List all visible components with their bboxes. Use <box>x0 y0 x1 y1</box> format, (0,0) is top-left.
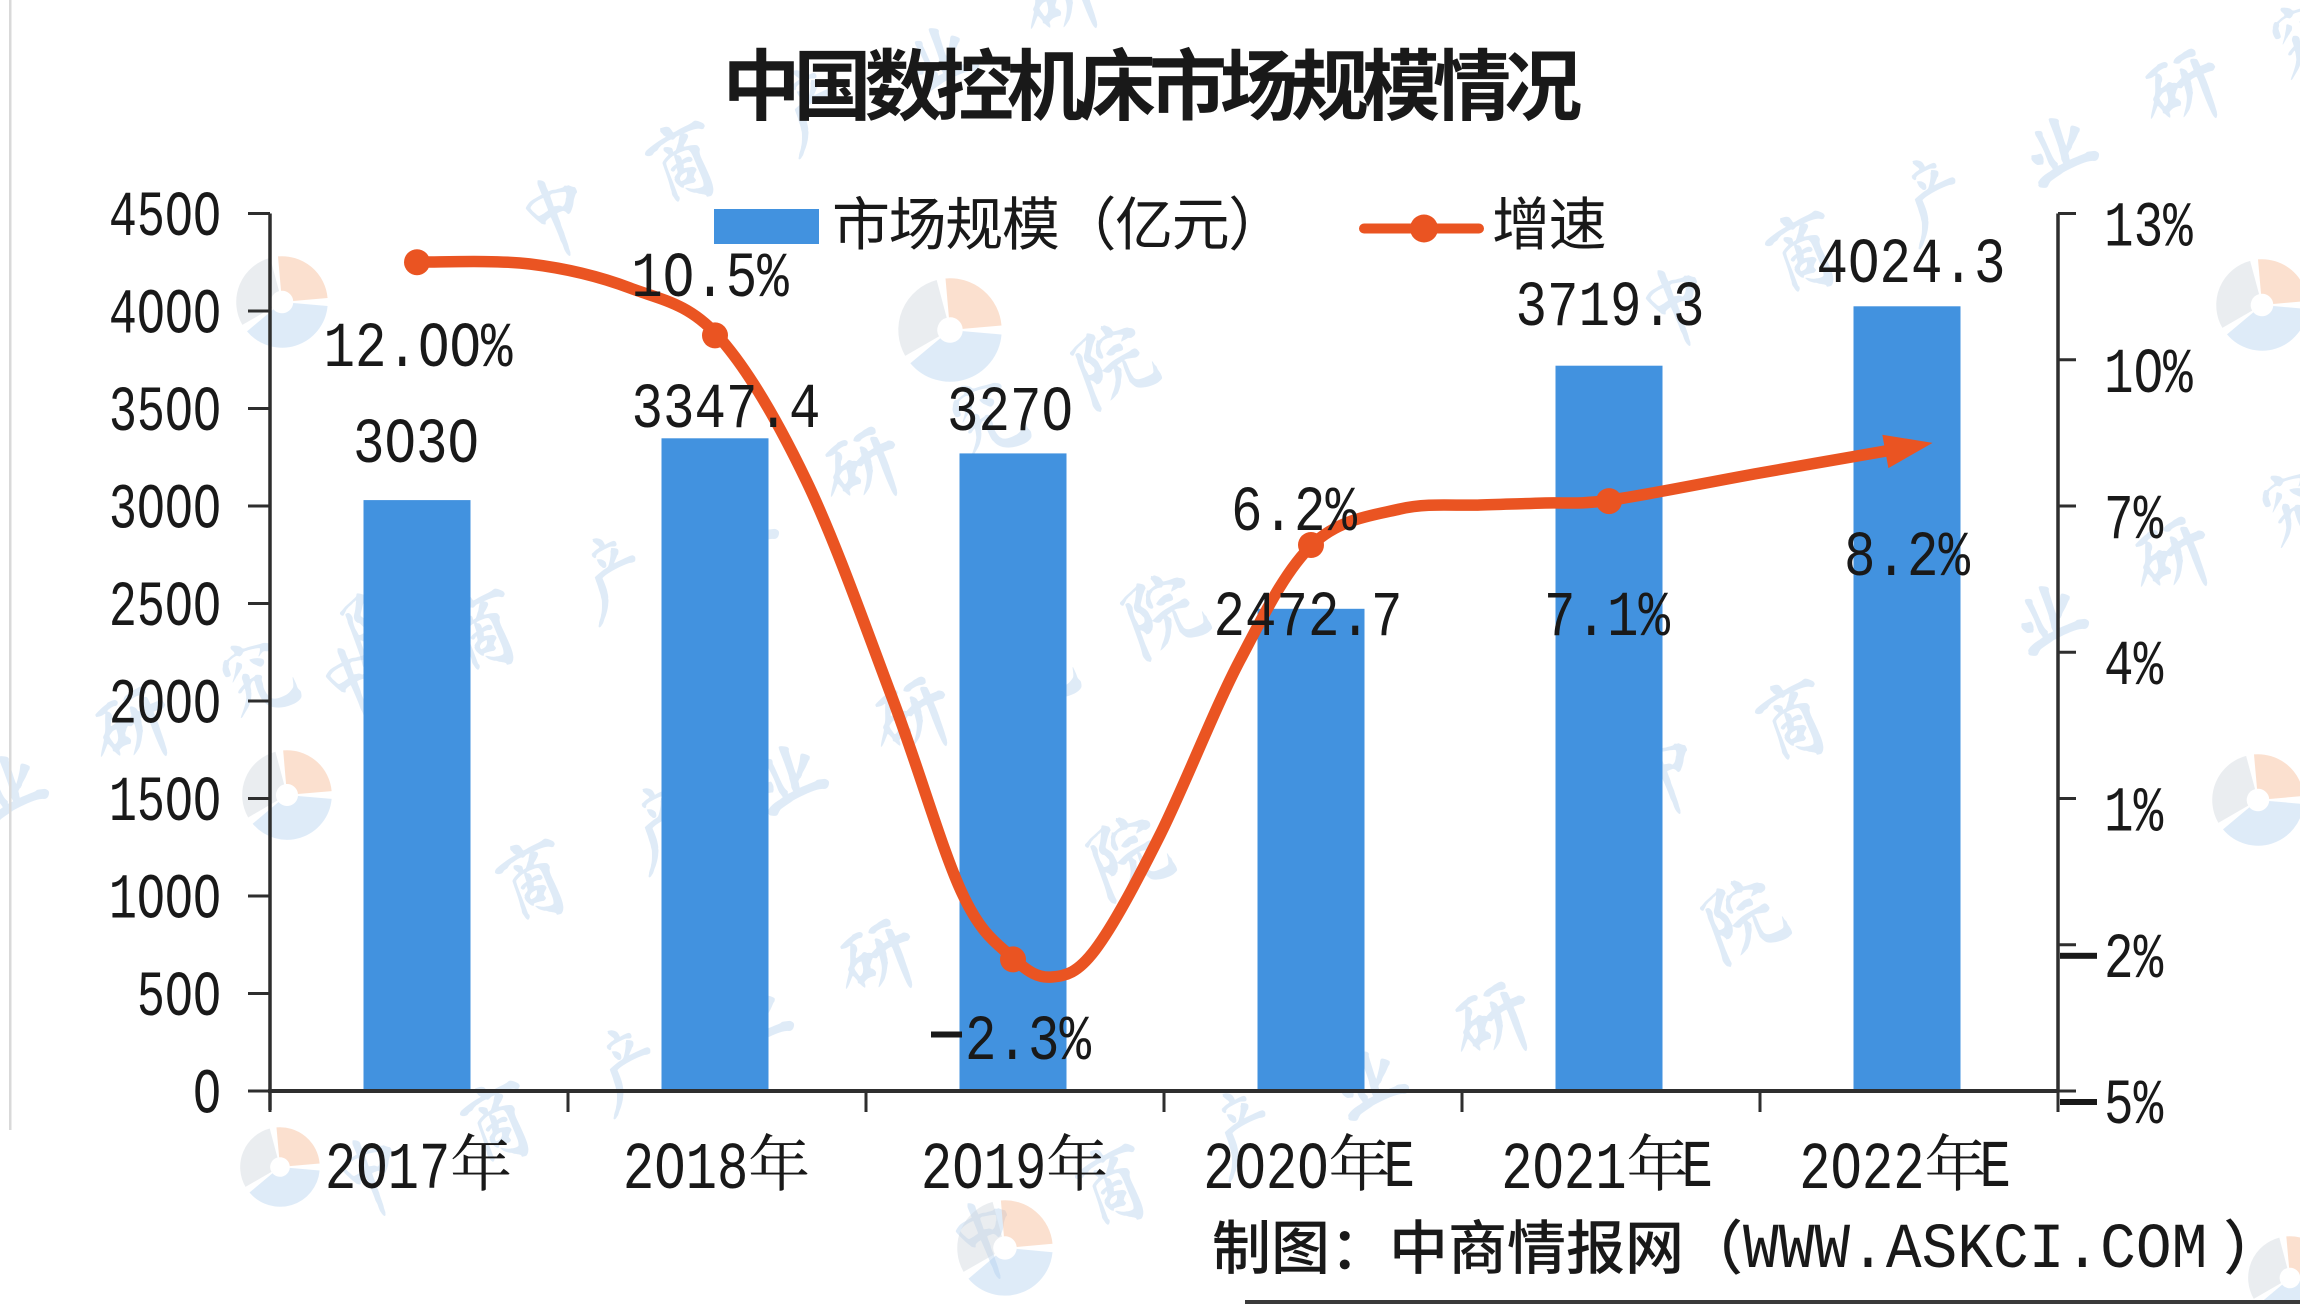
svg-text:4O24.3: 4O24.3 <box>1817 228 2006 301</box>
svg-text:25OO: 25OO <box>109 571 221 644</box>
svg-text:2O22: 2O22 <box>1799 1133 1924 1209</box>
svg-text:7.1%: 7.1% <box>1544 581 1671 654</box>
svg-text:2OOO: 2OOO <box>109 669 221 742</box>
svg-text:327O: 327O <box>947 376 1073 449</box>
svg-text:3OOO: 3OOO <box>109 474 221 547</box>
svg-text:1OOO: 1OOO <box>109 864 221 937</box>
svg-text:2%: 2% <box>2104 924 2164 997</box>
svg-text:2O17: 2O17 <box>325 1133 450 1209</box>
svg-text:WWW.ASKCI.COM: WWW.ASKCI.COM <box>1743 1214 2207 1286</box>
svg-text:6.2%: 6.2% <box>1231 476 1358 549</box>
svg-text:13%: 13% <box>2104 193 2193 266</box>
svg-text:2O21: 2O21 <box>1501 1133 1626 1209</box>
svg-text:E: E <box>1980 1131 2011 1207</box>
svg-text:7%: 7% <box>2104 485 2164 558</box>
svg-text:2.3%: 2.3% <box>965 1005 1092 1078</box>
svg-text:12.OO%: 12.OO% <box>324 312 514 385</box>
svg-text:2472.7: 2472.7 <box>1214 581 1403 654</box>
svg-text:45OO: 45OO <box>109 181 221 254</box>
svg-text:2O19: 2O19 <box>921 1133 1046 1209</box>
svg-text:8.2%: 8.2% <box>1844 521 1971 594</box>
svg-text:E: E <box>1384 1131 1415 1207</box>
svg-text:3719.3: 3719.3 <box>1516 271 1705 344</box>
svg-text:15OO: 15OO <box>109 766 221 839</box>
svg-text:35OO: 35OO <box>109 376 221 449</box>
svg-text:5OO: 5OO <box>137 961 221 1034</box>
svg-text:4%: 4% <box>2104 632 2164 705</box>
svg-text:1O.5%: 1O.5% <box>631 242 789 315</box>
svg-text:O: O <box>193 1059 221 1132</box>
svg-text:3O3O: 3O3O <box>353 408 479 481</box>
svg-text:4OOO: 4OOO <box>109 279 221 352</box>
svg-text:1%: 1% <box>2104 778 2164 851</box>
svg-text:2O18: 2O18 <box>623 1133 748 1209</box>
svg-text:2O2O: 2O2O <box>1203 1133 1328 1209</box>
svg-text:E: E <box>1682 1131 1713 1207</box>
svg-text:3347.4: 3347.4 <box>632 373 821 446</box>
svg-text:5%: 5% <box>2104 1070 2164 1143</box>
svg-text:1O%: 1O% <box>2104 339 2193 412</box>
